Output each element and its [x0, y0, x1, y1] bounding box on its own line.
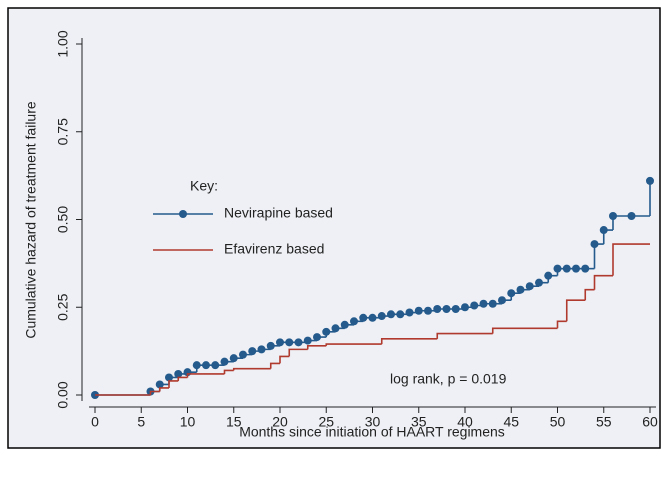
x-tick-label: 55 — [596, 414, 612, 430]
point-marker — [202, 361, 210, 370]
point-marker — [553, 264, 562, 273]
x-tick-label: 5 — [137, 414, 145, 430]
point-marker — [294, 338, 303, 347]
point-marker — [285, 338, 294, 347]
point-marker — [322, 327, 331, 336]
step-segment — [612, 243, 650, 276]
point-marker — [581, 264, 590, 273]
step-segment — [279, 355, 290, 364]
step-segment — [269, 362, 280, 369]
point-marker — [331, 324, 340, 333]
legend-marker — [179, 210, 187, 218]
point-marker — [627, 211, 636, 220]
legend-title: Key: — [190, 178, 218, 194]
y-tick-label: 0.50 — [55, 206, 71, 233]
legend-label: Nevirapine based — [224, 205, 333, 221]
point-marker — [359, 313, 368, 322]
step-segment — [556, 320, 567, 329]
point-marker — [479, 299, 488, 308]
point-marker — [516, 285, 525, 294]
x-tick-label: 10 — [180, 414, 196, 430]
step-segment — [491, 327, 558, 334]
y-tick-label: 0.25 — [55, 293, 71, 320]
x-tick-label: 35 — [411, 414, 427, 430]
legend-label: Efavirenz based — [224, 241, 324, 257]
point-marker — [229, 354, 238, 363]
x-tick-label: 60 — [642, 414, 658, 430]
point-marker — [257, 345, 266, 354]
step-segment — [306, 345, 327, 350]
step-segment — [593, 274, 613, 290]
point-marker — [525, 282, 534, 291]
x-axis-title: Months since initiation of HAART regimen… — [239, 424, 505, 440]
point-marker — [303, 336, 312, 345]
point-marker — [599, 226, 608, 235]
step-segment — [168, 380, 179, 388]
step-segment — [584, 288, 595, 301]
point-marker — [405, 308, 414, 317]
x-tick-label: 50 — [550, 414, 566, 430]
step-segment — [288, 348, 308, 357]
point-marker — [544, 271, 553, 280]
y-tick-label: 0.00 — [55, 381, 71, 408]
point-marker — [488, 299, 497, 308]
x-tick-label: 0 — [91, 414, 99, 430]
step-segment — [325, 343, 382, 346]
step-segment — [186, 373, 225, 378]
point-marker — [174, 369, 183, 378]
x-tick-label: 20 — [272, 414, 288, 430]
step-segment — [158, 387, 169, 392]
y-tick-label: 1.00 — [55, 30, 71, 57]
point-marker — [442, 305, 451, 314]
y-axis-title: Cumulative hazard of treatment failure — [23, 101, 39, 339]
point-marker — [461, 303, 469, 312]
point-marker — [498, 296, 506, 305]
point-marker — [377, 312, 386, 321]
point-marker — [609, 211, 617, 220]
point-marker — [535, 278, 543, 287]
step-segment — [223, 369, 234, 374]
x-tick-label: 45 — [503, 414, 519, 430]
point-marker — [248, 347, 257, 356]
point-marker — [340, 320, 349, 329]
point-marker — [313, 333, 321, 342]
point-marker — [451, 305, 460, 314]
point-marker — [220, 357, 229, 366]
step-segment — [177, 376, 188, 381]
x-tick-label: 40 — [457, 414, 473, 430]
point-marker — [433, 305, 442, 314]
point-marker — [276, 338, 284, 347]
x-tick-label: 30 — [365, 414, 381, 430]
step-segment — [380, 338, 438, 345]
point-marker — [211, 361, 220, 370]
point-marker — [424, 306, 432, 315]
point-marker — [507, 289, 516, 298]
frame — [7, 7, 661, 449]
point-marker — [266, 341, 275, 350]
point-marker — [414, 306, 423, 315]
step-segment — [565, 299, 586, 322]
point-marker — [590, 240, 599, 249]
x-tick-label: 15 — [226, 414, 242, 430]
point-marker — [155, 380, 164, 389]
point-marker — [368, 313, 377, 322]
point-marker — [192, 361, 201, 370]
point-marker — [646, 176, 654, 185]
point-marker — [396, 310, 405, 319]
point-marker — [562, 264, 571, 273]
point-marker — [572, 264, 580, 273]
annotation: log rank, p = 0.019 — [390, 371, 507, 387]
step-segment — [232, 367, 271, 371]
point-marker — [165, 373, 173, 382]
point-marker — [239, 350, 247, 359]
point-marker — [350, 317, 358, 326]
step-segment — [149, 390, 160, 395]
y-tick-label: 0.75 — [55, 118, 71, 145]
point-marker — [387, 310, 395, 319]
point-marker — [470, 301, 479, 310]
step-segment — [436, 332, 493, 339]
x-tick-label: 25 — [318, 414, 334, 430]
